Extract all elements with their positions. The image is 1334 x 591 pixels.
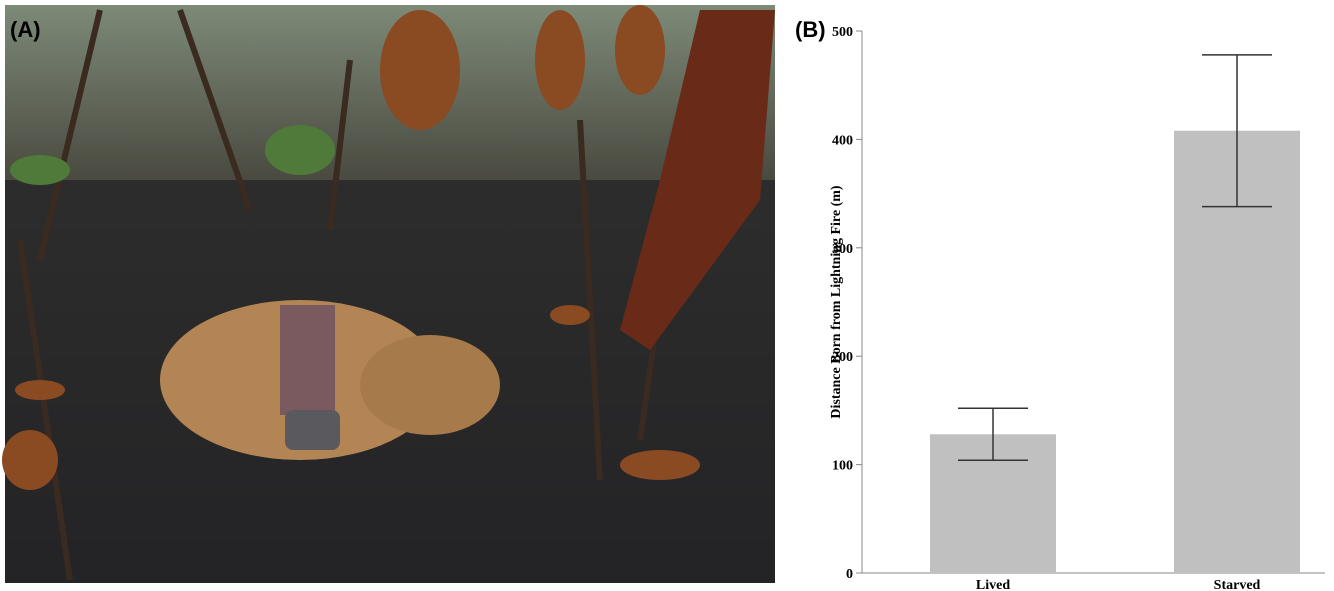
y-tick-label: 400 [832, 133, 853, 148]
y-axis-label: Distance Born from Lightning Fire (m) [829, 185, 844, 419]
y-tick-label: 100 [832, 459, 853, 474]
photo [2, 5, 775, 583]
y-tick-label: 200 [832, 350, 853, 365]
x-tick-label: Lived [976, 578, 1010, 591]
y-tick-label: 0 [846, 567, 853, 582]
panel-label: (A) [10, 17, 41, 42]
error-bar [958, 407, 1028, 462]
panel-label: (B) [795, 17, 826, 42]
y-tick-label: 300 [832, 242, 853, 257]
x-tick-label: Starved [1214, 578, 1261, 591]
error-bar [1202, 54, 1272, 208]
y-tick-label: 500 [832, 25, 853, 40]
